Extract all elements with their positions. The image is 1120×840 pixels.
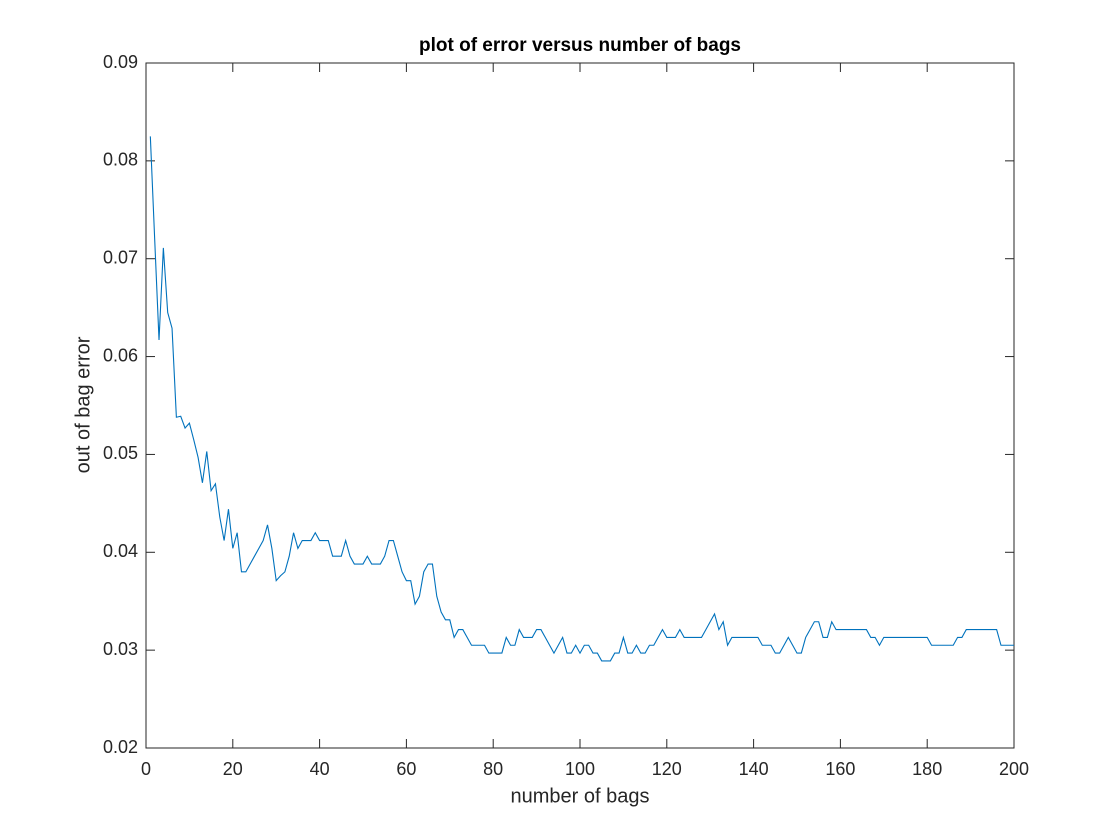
y-tick-label: 0.07 <box>103 247 138 267</box>
x-tick-label: 40 <box>310 759 330 779</box>
x-tick-label: 180 <box>912 759 942 779</box>
y-tick-label: 0.09 <box>103 52 138 72</box>
y-tick-label: 0.03 <box>103 639 138 659</box>
y-tick-label: 0.02 <box>103 737 138 757</box>
x-tick-label: 100 <box>565 759 595 779</box>
y-tick-label: 0.08 <box>103 150 138 170</box>
x-tick-label: 20 <box>223 759 243 779</box>
x-tick-label: 160 <box>825 759 855 779</box>
y-tick-label: 0.05 <box>103 443 138 463</box>
chart-title: plot of error versus number of bags <box>419 35 741 56</box>
x-tick-label: 80 <box>483 759 503 779</box>
x-tick-label: 140 <box>739 759 769 779</box>
x-axis-label: number of bags <box>511 785 650 807</box>
x-tick-label: 0 <box>141 759 151 779</box>
x-tick-label: 200 <box>999 759 1029 779</box>
y-tick-label: 0.06 <box>103 345 138 365</box>
x-tick-label: 120 <box>652 759 682 779</box>
x-tick-label: 60 <box>396 759 416 779</box>
y-axis-label: out of bag error <box>72 336 94 473</box>
data-line <box>149 136 1014 662</box>
y-tick-label: 0.04 <box>103 541 138 561</box>
